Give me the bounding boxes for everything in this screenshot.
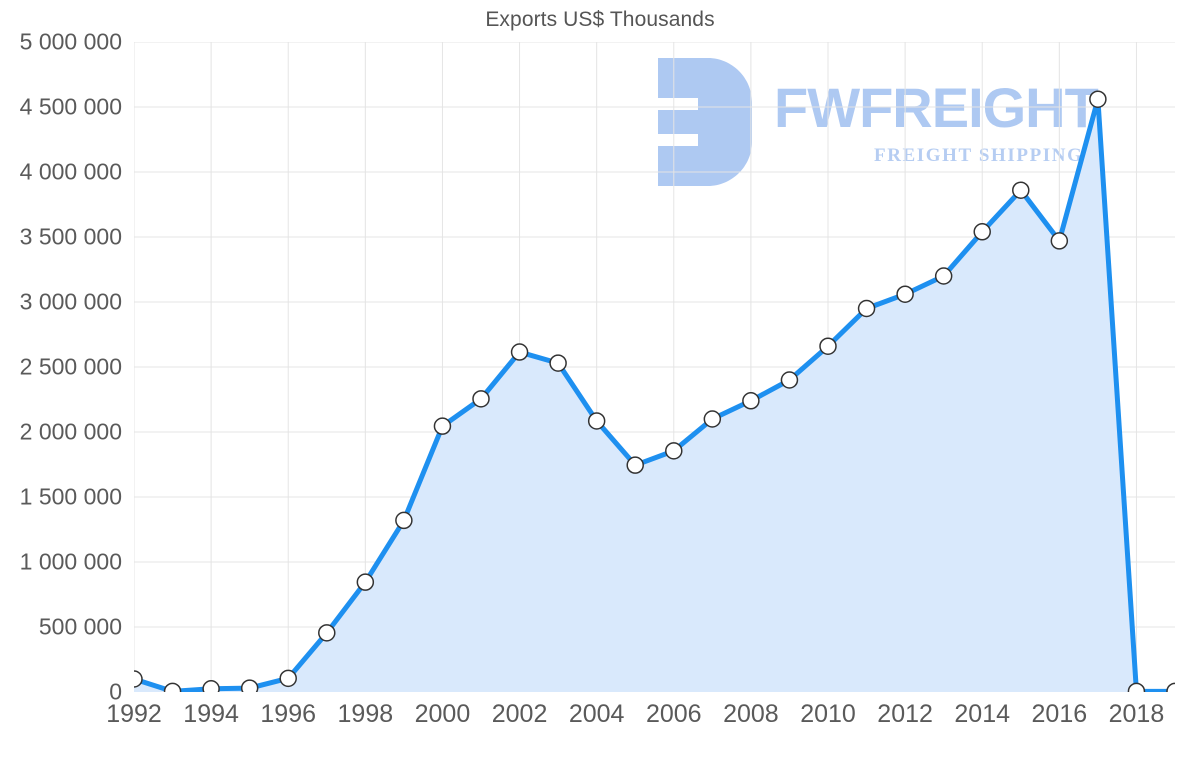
data-point-marker[interactable] bbox=[896, 285, 914, 303]
data-point-marker[interactable] bbox=[703, 410, 722, 428]
x-axis-tick-label: 2004 bbox=[568, 700, 625, 728]
data-point-marker[interactable] bbox=[356, 573, 375, 591]
data-point-marker[interactable] bbox=[134, 670, 143, 688]
data-point-marker[interactable] bbox=[1050, 232, 1069, 250]
data-point-marker[interactable] bbox=[780, 371, 799, 389]
x-axis-tick-label: 2010 bbox=[800, 700, 856, 728]
area-fill bbox=[134, 99, 1175, 692]
x-axis-tick-label: 1996 bbox=[260, 700, 317, 728]
data-point-marker[interactable] bbox=[202, 680, 220, 692]
data-point-marker[interactable] bbox=[742, 392, 760, 410]
x-axis-tick-label: 2012 bbox=[877, 700, 933, 728]
chart-title: Exports US$ Thousands bbox=[485, 8, 715, 31]
x-axis-tick-label: 2008 bbox=[723, 700, 779, 728]
y-axis-tick-label: 2 500 000 bbox=[19, 353, 122, 380]
data-point-marker[interactable] bbox=[934, 267, 953, 285]
x-axis-tick-label: 2002 bbox=[491, 700, 548, 728]
data-point-marker[interactable] bbox=[318, 624, 336, 642]
y-axis-tick-label: 3 500 000 bbox=[19, 223, 122, 250]
data-point-marker[interactable] bbox=[973, 223, 991, 241]
x-axis-tick-label: 2016 bbox=[1031, 700, 1088, 728]
data-point-marker[interactable] bbox=[819, 337, 837, 355]
y-axis-tick-label: 5 000 000 bbox=[19, 28, 122, 55]
y-axis-tick-label: 1 500 000 bbox=[19, 483, 122, 510]
x-axis-tick-label: 2006 bbox=[645, 700, 702, 728]
data-point-marker[interactable] bbox=[433, 417, 452, 435]
data-point-marker[interactable] bbox=[1012, 181, 1030, 199]
data-point-marker[interactable] bbox=[626, 456, 644, 474]
data-point-marker[interactable] bbox=[1127, 682, 1146, 692]
data-point-marker[interactable] bbox=[587, 412, 606, 430]
data-point-marker[interactable] bbox=[857, 299, 876, 318]
y-axis-tick-label: 3 000 000 bbox=[19, 288, 122, 315]
x-axis-tick-label: 2014 bbox=[954, 700, 1011, 728]
x-axis-tick-label: 2018 bbox=[1108, 700, 1165, 728]
x-axis-tick-label: 1994 bbox=[183, 700, 239, 728]
data-point-marker[interactable] bbox=[163, 682, 182, 692]
y-axis-tick-label: 4 500 000 bbox=[19, 93, 122, 120]
data-point-marker[interactable] bbox=[510, 343, 529, 361]
data-line bbox=[134, 96, 1175, 692]
data-point-marker[interactable] bbox=[395, 511, 413, 530]
data-point-marker[interactable] bbox=[279, 669, 297, 688]
data-point-marker[interactable] bbox=[240, 679, 259, 692]
y-axis-tick-label: 500 000 bbox=[38, 613, 122, 640]
data-point-marker[interactable] bbox=[549, 354, 567, 372]
x-axis-tick-label: 2000 bbox=[414, 700, 471, 728]
x-axis-tick-label: 1992 bbox=[106, 700, 162, 728]
data-point-marker[interactable] bbox=[1089, 90, 1107, 108]
y-axis-tick-label: 2 000 000 bbox=[19, 418, 122, 445]
plot-area bbox=[134, 42, 1175, 692]
data-point-marker[interactable] bbox=[472, 390, 490, 408]
y-axis-tick-label: 1 000 000 bbox=[19, 548, 122, 575]
data-markers bbox=[134, 90, 1175, 692]
y-axis-tick-label: 4 000 000 bbox=[19, 158, 122, 185]
y-axis-tick-label: 0 bbox=[109, 678, 122, 705]
data-point-marker[interactable] bbox=[1166, 682, 1175, 692]
x-axis-tick-label: 1998 bbox=[337, 700, 394, 728]
data-point-marker[interactable] bbox=[665, 442, 683, 460]
